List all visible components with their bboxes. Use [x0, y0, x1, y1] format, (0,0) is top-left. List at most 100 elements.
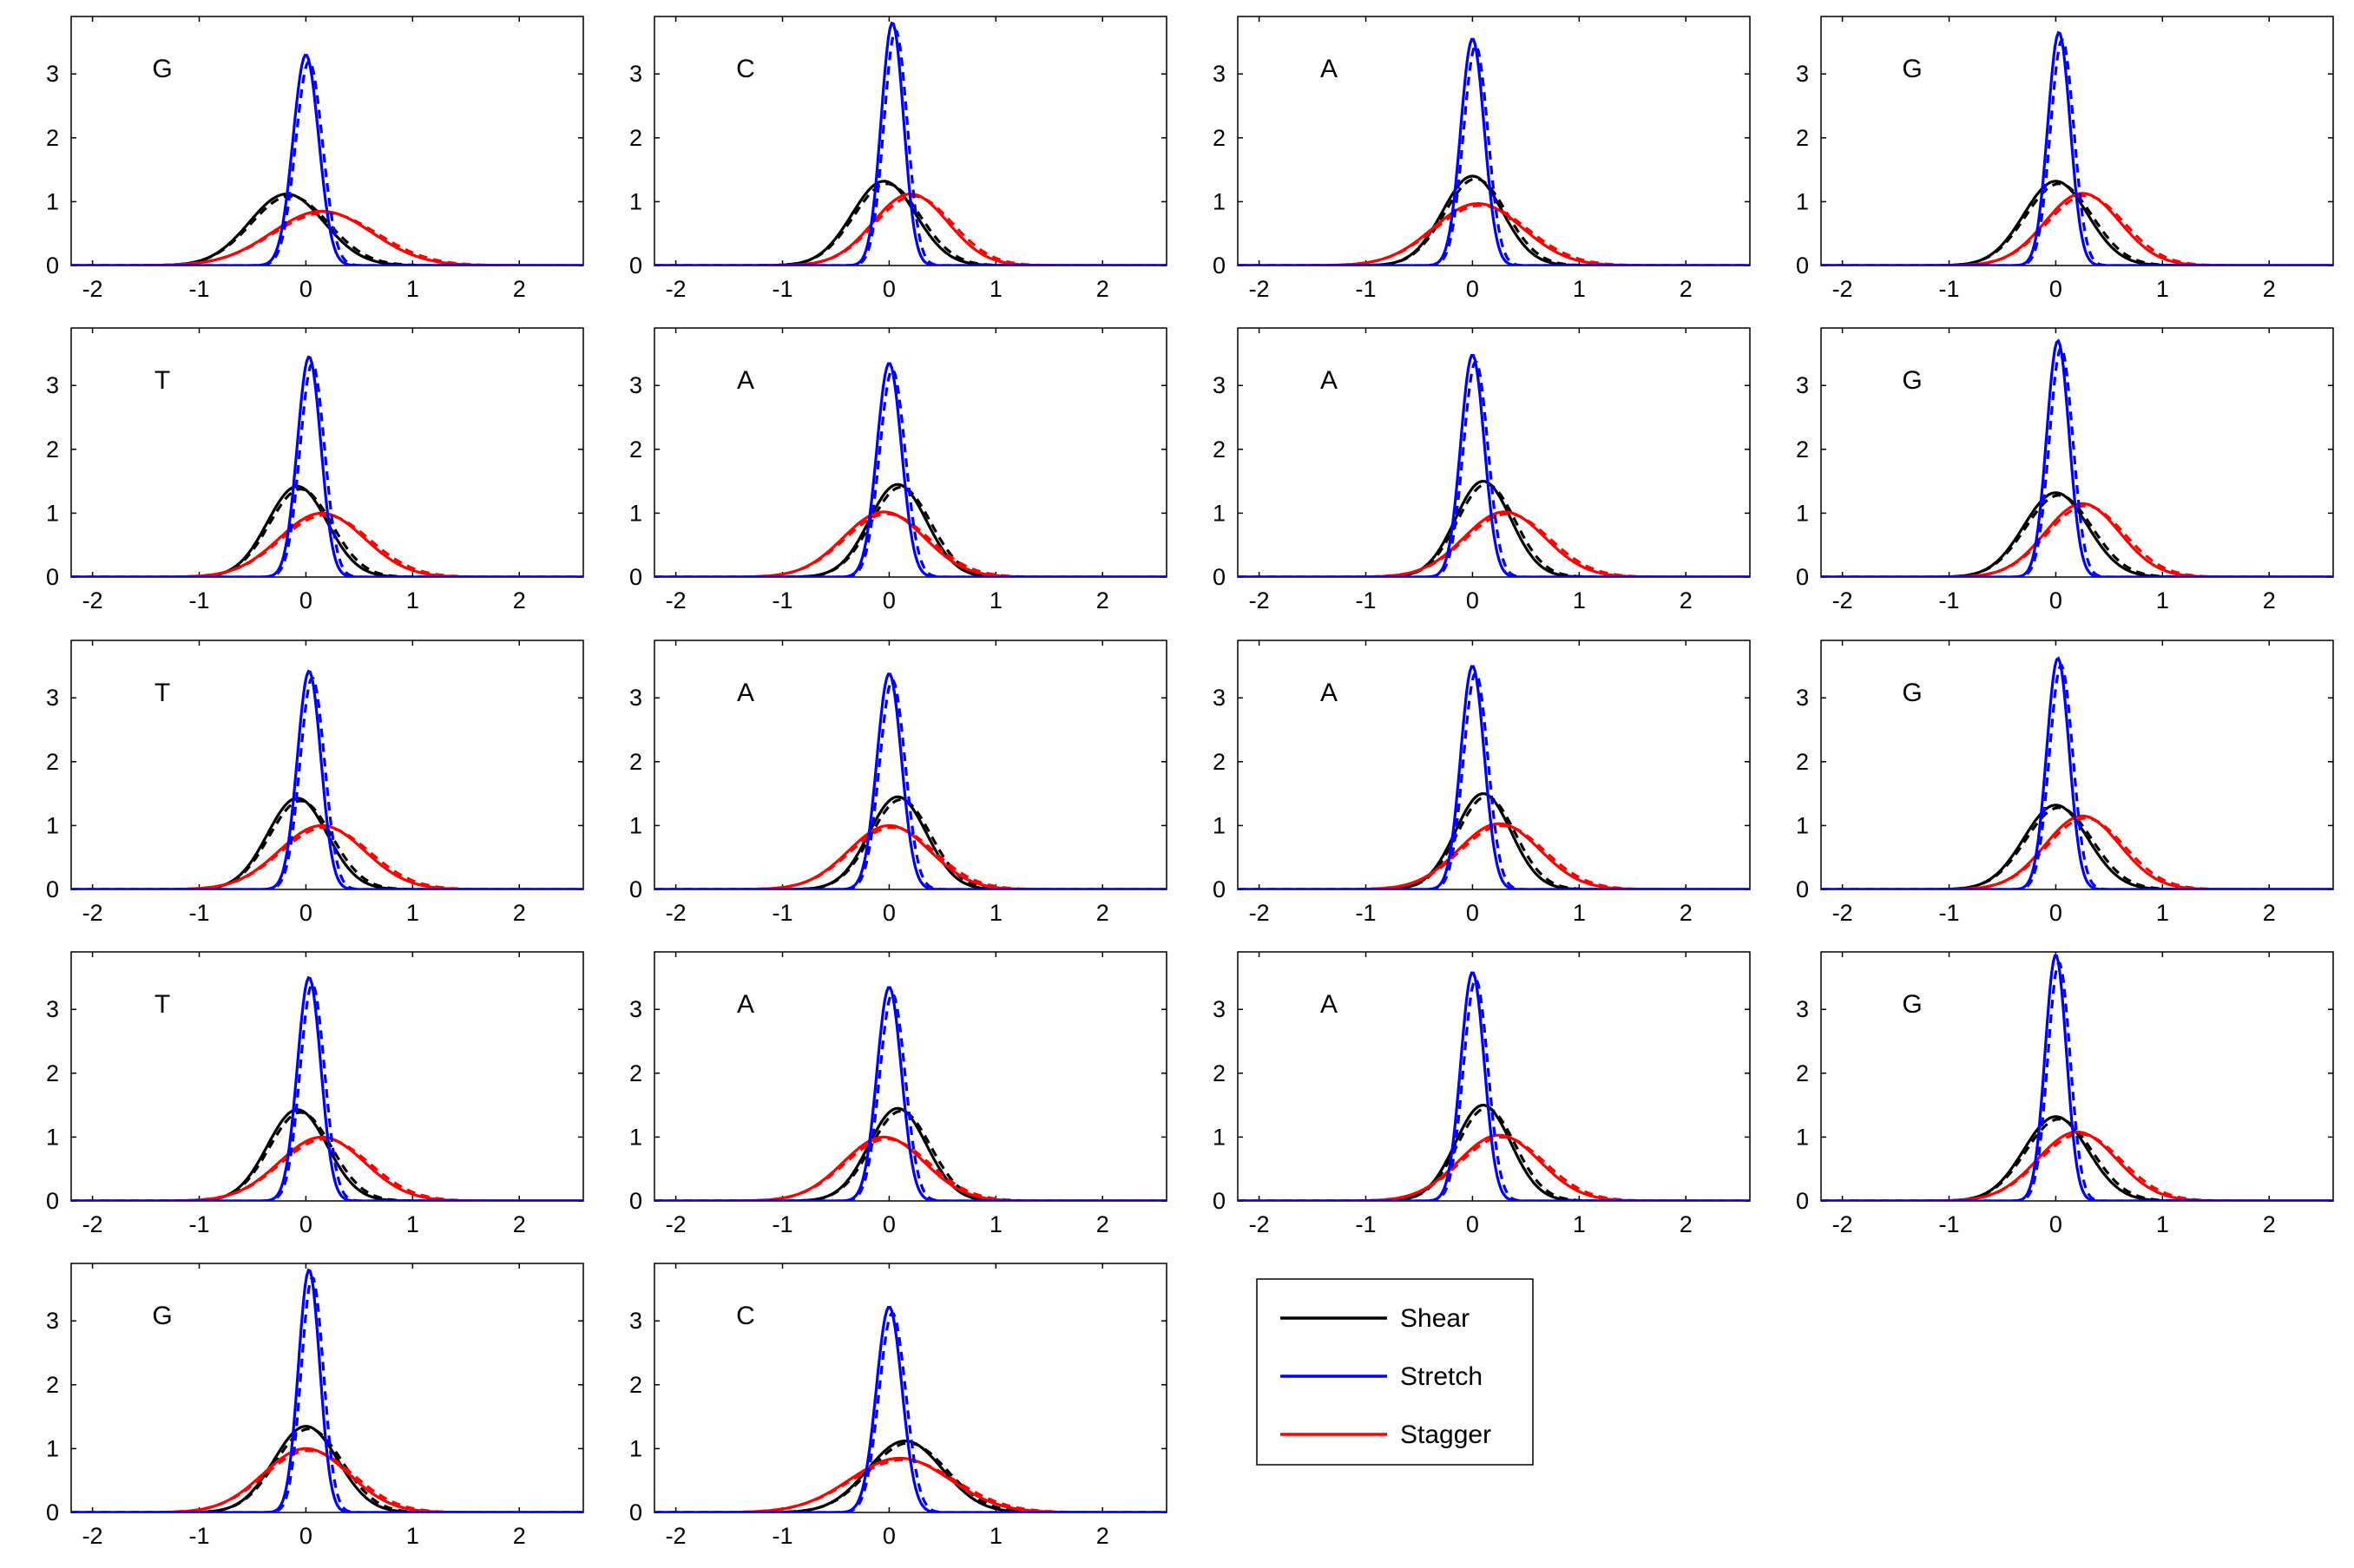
x-tick-label: -2 — [1832, 900, 1853, 926]
stretch-curve-dashed — [71, 59, 583, 266]
x-tick-label: 2 — [2263, 276, 2276, 302]
y-tick-label: 3 — [1213, 372, 1226, 398]
x-tick-label: 1 — [406, 587, 419, 613]
panel-label: A — [737, 990, 754, 1019]
shear-curve-dashed — [1238, 1106, 1750, 1201]
stretch-curve-dashed — [1238, 359, 1750, 577]
stretch-curve — [71, 355, 583, 577]
x-tick-label: 2 — [1096, 1523, 1109, 1549]
stretch-curve-dashed — [654, 1311, 1167, 1512]
shear-curve-dashed — [1238, 482, 1750, 577]
x-tick-label: -1 — [188, 1523, 209, 1549]
panels: -2 -1 0 1 2 0 1 2 3 G -2 -1 0 1 2 0 1 2 3 C -2 -1 0 1 2 0 1 2 3 A -2 -1… — [46, 16, 2334, 1549]
y-tick-label: 1 — [629, 1435, 642, 1461]
stretch-curve — [1821, 30, 2333, 266]
y-tick-label: 0 — [1796, 876, 1809, 902]
axes-box — [1820, 951, 2334, 1202]
curves — [1821, 30, 2333, 266]
panel-label: T — [155, 679, 170, 707]
stretch-curve-dashed — [654, 679, 1167, 889]
x-tick-label: -1 — [772, 587, 792, 613]
x-tick-label: -2 — [1249, 900, 1270, 926]
panel-label: T — [155, 990, 170, 1019]
axes-box — [70, 16, 584, 266]
stagger-curve — [1238, 1133, 1750, 1201]
x-tick-label: 0 — [2049, 900, 2062, 926]
x-tick-label: -2 — [666, 276, 687, 302]
y-tick-label: 3 — [46, 61, 59, 87]
stretch-curve-dashed — [1238, 671, 1750, 889]
shear-curve — [71, 1425, 583, 1512]
axes-box — [1237, 640, 1751, 890]
x-tick-label: 2 — [2263, 587, 2276, 613]
stretch-curve — [1238, 665, 1750, 889]
x-tick-label: 2 — [1680, 1211, 1693, 1237]
x-tick-label: 2 — [1680, 587, 1693, 613]
stretch-curve — [654, 362, 1167, 577]
x-tick-label: 1 — [2156, 900, 2169, 926]
stretch-curve — [1238, 354, 1750, 577]
shear-curve-dashed — [1238, 177, 1750, 266]
axes-box — [70, 951, 584, 1202]
x-tick-label: -1 — [188, 587, 209, 613]
y-tick-label: 0 — [629, 1499, 642, 1525]
y-tick-label: 3 — [1213, 61, 1226, 87]
stretch-curve-dashed — [654, 992, 1167, 1201]
y-tick-label: 3 — [46, 1308, 59, 1334]
shear-curve — [1821, 1115, 2333, 1201]
panel-1: -2 -1 0 1 2 0 1 2 3 G — [46, 16, 584, 302]
x-tick-label: 0 — [299, 276, 312, 302]
x-tick-label: 0 — [883, 900, 896, 926]
x-tick-label: -1 — [1938, 587, 1959, 613]
y-tick-label: 3 — [1213, 685, 1226, 711]
panel-label: A — [1320, 990, 1338, 1019]
stretch-curve — [1821, 955, 2333, 1201]
y-tick-label: 0 — [46, 1499, 59, 1525]
axes-box — [1820, 640, 2334, 890]
x-tick-label: 2 — [513, 1211, 526, 1237]
axes-box — [654, 951, 1167, 1202]
panel-17: -2 -1 0 1 2 0 1 2 3 G — [46, 1263, 584, 1549]
stretch-curve-dashed — [1821, 37, 2333, 266]
curves — [1821, 955, 2333, 1201]
y-tick-label: 0 — [629, 564, 642, 590]
y-tick-label: 2 — [629, 749, 642, 775]
panel-7: -2 -1 0 1 2 0 1 2 3 A — [1213, 327, 1751, 613]
y-tick-label: 0 — [46, 876, 59, 902]
x-tick-label: 0 — [1466, 276, 1479, 302]
y-tick-label: 0 — [46, 253, 59, 279]
x-tick-label: -1 — [1938, 276, 1959, 302]
panel-11: -2 -1 0 1 2 0 1 2 3 A — [1213, 640, 1751, 926]
y-tick-label: 3 — [46, 996, 59, 1022]
x-tick-label: 0 — [299, 900, 312, 926]
stagger-curve — [1238, 510, 1750, 577]
y-tick-label: 0 — [1796, 253, 1809, 279]
panel-16: -2 -1 0 1 2 0 1 2 3 G — [1796, 951, 2334, 1237]
stretch-curve — [71, 669, 583, 889]
y-tick-label: 3 — [1796, 996, 1809, 1022]
x-tick-label: -1 — [772, 1211, 792, 1237]
x-tick-label: 1 — [990, 587, 1003, 613]
y-tick-label: 3 — [46, 372, 59, 398]
panel-12: -2 -1 0 1 2 0 1 2 3 G — [1796, 640, 2334, 926]
x-tick-label: -2 — [1249, 276, 1270, 302]
x-tick-label: 2 — [513, 276, 526, 302]
x-tick-label: 1 — [990, 900, 1003, 926]
curves — [654, 672, 1167, 889]
curves — [654, 1306, 1167, 1512]
y-tick-label: 2 — [1213, 1060, 1226, 1086]
y-tick-label: 3 — [1796, 372, 1809, 398]
legend: Shear Stretch Stagger — [1256, 1278, 1534, 1466]
legend-label: Stagger — [1400, 1420, 1491, 1449]
y-tick-label: 2 — [1796, 1060, 1809, 1086]
y-tick-label: 1 — [46, 812, 59, 838]
y-tick-label: 0 — [1213, 564, 1226, 590]
x-tick-label: 1 — [1573, 587, 1586, 613]
stagger-curve-dashed — [1238, 204, 1750, 266]
y-tick-label: 2 — [46, 125, 59, 151]
x-tick-label: -1 — [188, 276, 209, 302]
x-tick-label: 0 — [883, 1211, 896, 1237]
y-tick-label: 0 — [1213, 1188, 1226, 1214]
y-tick-label: 1 — [629, 188, 642, 214]
panel-label: A — [1320, 679, 1338, 707]
